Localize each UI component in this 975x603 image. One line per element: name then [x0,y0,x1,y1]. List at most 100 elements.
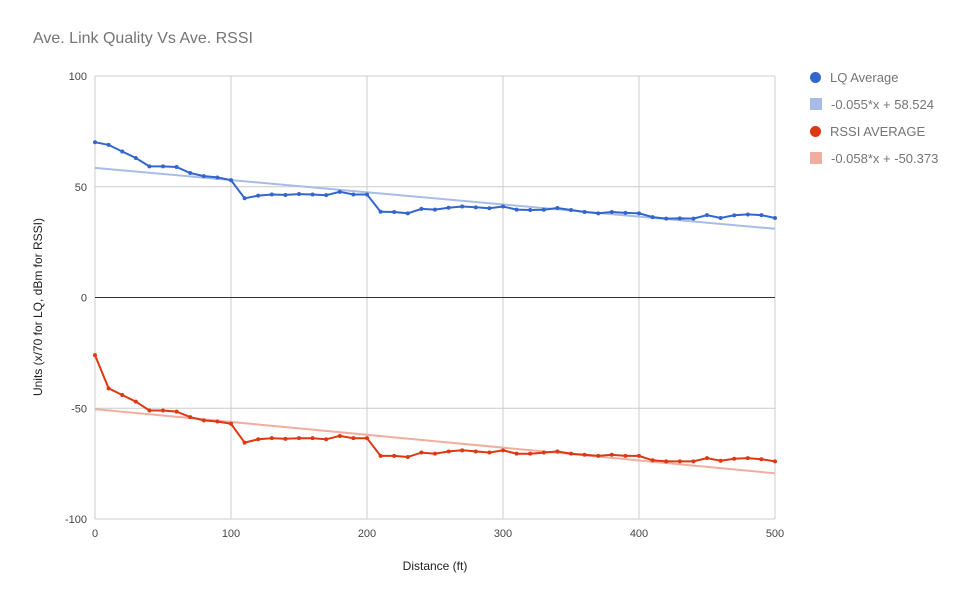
series-0-point [691,216,696,221]
series-0-point [174,165,179,170]
x-tick-label: 300 [494,528,512,540]
series-0-point [487,206,492,211]
legend-swatch-rssi-trendline [810,152,822,164]
series-1-point [351,436,356,441]
series-1-point [297,436,301,441]
series-0-point [569,208,573,213]
y-tick-label: 0 [81,293,87,305]
series-1-point [188,415,193,420]
series-1-point [433,451,437,456]
series-0-point [106,142,111,147]
y-tick-label: 100 [69,71,87,83]
x-axis-label: Distance (ft) [402,559,468,573]
legend: LQ Average -0.055*x + 58.524 RSSI AVERAG… [808,68,938,176]
series-0-point [528,208,533,213]
series-1-point [405,454,410,459]
series-1-point [324,437,329,442]
series-0-point [664,216,669,221]
series-1-point [419,450,424,455]
y-tick-label: 50 [75,182,87,194]
y-tick-label: -100 [65,514,87,526]
series-1-point [310,436,315,441]
series-0-point [433,207,437,212]
series-0-point [514,207,519,212]
series-1-point [93,353,97,358]
series-0-point [419,206,424,211]
series-0-point [745,212,750,217]
series-1-point [256,437,261,442]
legend-item-lq-average[interactable]: LQ Average [808,68,938,86]
series-1-point [120,392,125,397]
series-1-point [596,453,601,458]
series-0-point [460,204,465,209]
series-1-point [378,453,383,458]
x-tick-label: 200 [358,528,376,540]
legend-item-lq-trendline[interactable]: -0.055*x + 58.524 [808,95,938,113]
series-1-point [745,456,750,461]
trendline-0 [94,166,776,230]
series-0-point [718,215,723,220]
series-0-point [541,207,546,212]
series-0-point [473,205,478,210]
series-1-point [691,459,696,464]
series-0-point [229,178,233,183]
series-0-point [446,205,451,210]
series-line-0 [94,141,776,220]
series-1-point [759,457,764,462]
series-1-point [705,456,709,461]
series-1-point [337,433,342,438]
series-1-point [637,453,641,458]
series-0-point [705,213,709,218]
series-0-point [759,213,764,218]
series-0-point [201,174,206,179]
x-tick-label: 500 [766,528,784,540]
legend-item-rssi-average[interactable]: RSSI AVERAGE [808,122,938,140]
series-1-point [446,449,451,454]
legend-item-rssi-trendline[interactable]: -0.058*x + -50.373 [808,149,938,167]
series-0-point [623,210,628,215]
series-1-point [133,399,138,404]
series-1-point [229,421,233,426]
series-1-point [147,408,152,413]
series-1-point [460,448,465,453]
series-1-point [215,419,220,424]
series-0-point [297,192,301,197]
series-1-point [541,450,546,455]
series-1-point [242,440,247,445]
series-1-point [555,449,560,454]
legend-label-lq-trendline: -0.055*x + 58.524 [831,96,934,112]
series-0-point [242,196,247,201]
series-1-point [528,451,533,456]
series-0-point [392,210,397,215]
series-1-point [664,459,669,464]
series-0-point [133,155,138,160]
series-0-point [269,192,274,197]
series-1-point [201,418,206,423]
series-0-point [310,192,315,197]
series-0-point [501,204,505,209]
y-tick-label: -50 [71,403,87,415]
series-0-point [256,193,261,198]
series-1-point [473,449,478,454]
series-1-point [677,459,682,464]
series-0-point [351,192,356,197]
series-0-point [93,140,97,145]
series-1-point [582,452,587,457]
series-0-point [773,215,777,220]
legend-label-rssi-average: RSSI AVERAGE [830,123,926,139]
series-1-point [106,386,111,391]
series-0-point [378,209,383,214]
series-0-point [120,149,125,154]
legend-swatch-lq-average [810,71,821,83]
series-1-point [174,409,179,414]
series-0-point [555,206,560,211]
x-tick-label: 0 [92,528,98,540]
series-0-point [337,189,342,194]
series-0-point [161,164,165,169]
legend-swatch-rssi-average [810,125,821,137]
legend-swatch-lq-trendline [810,98,822,110]
series-1-point [609,452,614,457]
series-1-point [718,458,723,463]
series-0-point [609,210,614,215]
